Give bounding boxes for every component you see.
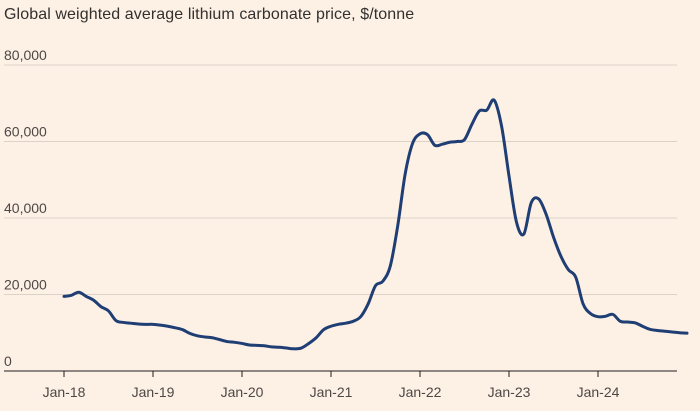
x-tick-label-Jan-20: Jan-20: [221, 384, 264, 400]
y-tick-label-40000: 40,000: [4, 200, 47, 216]
x-tick-label-Jan-18: Jan-18: [43, 384, 86, 400]
x-tick-label-Jan-21: Jan-21: [310, 384, 353, 400]
x-tick-label-Jan-19: Jan-19: [132, 384, 175, 400]
y-tick-label-60000: 60,000: [4, 124, 47, 140]
x-axis: Jan-18 Jan-19 Jan-20 Jan-21 Jan-22 Jan-23 Jan-…: [4, 370, 677, 400]
y-axis-tick-labels: 0 20,000 40,000 60,000 80,000: [4, 47, 47, 369]
series-line-0: [62, 98, 689, 351]
y-tick-label-0: 0: [4, 353, 12, 369]
x-tick-label-Jan-24: Jan-24: [577, 384, 620, 400]
x-tick-label-Jan-22: Jan-22: [399, 384, 442, 400]
y-tick-label-80000: 80,000: [4, 47, 47, 63]
x-tick-label-Jan-23: Jan-23: [488, 384, 531, 400]
chart-title: Global weighted average lithium carbonat…: [4, 6, 415, 23]
series-layer: [62, 98, 689, 351]
gridlines: [4, 64, 677, 295]
y-tick-label-20000: 20,000: [4, 277, 47, 293]
